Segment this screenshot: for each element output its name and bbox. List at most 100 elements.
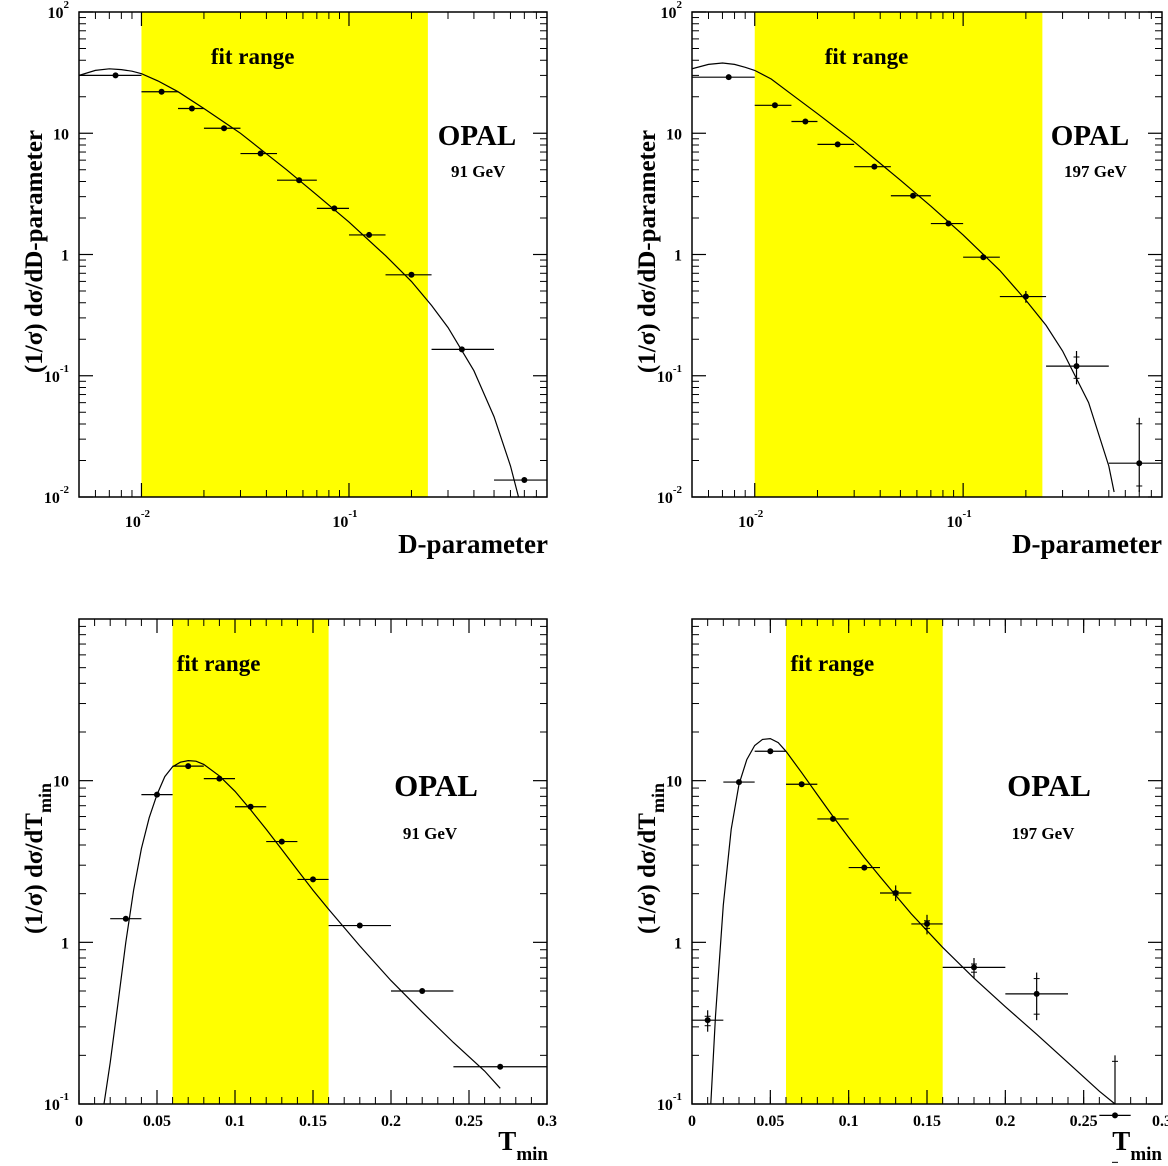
- data-point: [911, 914, 943, 935]
- data-marker: [1033, 990, 1040, 997]
- x-tick-exponent: -2: [141, 508, 151, 520]
- y-axis-title: (1/σ) dσ/dD-parameter: [21, 130, 48, 373]
- fit-curve: [692, 62, 1115, 493]
- data-marker: [945, 220, 952, 227]
- fit-range-label: fit range: [790, 651, 874, 676]
- data-marker: [892, 889, 899, 896]
- data-point: [391, 987, 454, 994]
- fit-curve: [103, 759, 501, 1104]
- data-marker: [216, 775, 223, 782]
- y-axis-title-sub: min: [648, 783, 668, 813]
- data-point: [1108, 417, 1162, 492]
- y-tick-base: 10: [657, 1097, 673, 1114]
- data-point: [328, 922, 391, 929]
- data-marker: [830, 815, 836, 822]
- y-tick-label: 10-1: [657, 363, 682, 386]
- minor-ticks: [691, 12, 1163, 497]
- data-point: [848, 864, 880, 871]
- x-tick-exponent: -2: [754, 508, 764, 520]
- y-tick-base: 10: [53, 774, 69, 791]
- data-marker: [798, 781, 805, 788]
- x-axis-title-sub: min: [1130, 1144, 1162, 1165]
- y-axis-title: (1/σ) dσ/dTmin: [21, 783, 55, 934]
- minor-ticks: [78, 12, 548, 497]
- data-point: [1099, 1055, 1131, 1163]
- data-marker: [980, 254, 987, 261]
- data-point: [942, 958, 1006, 979]
- data-point: [890, 192, 931, 199]
- x-tick-label: 0.3: [537, 1113, 557, 1130]
- data-marker: [366, 231, 373, 238]
- data-marker: [971, 964, 977, 971]
- x-tick-label: 10-2: [125, 508, 151, 531]
- x-axis-title-main: D-parameter: [398, 529, 548, 559]
- data-point: [494, 477, 547, 484]
- y-tick-label: 1: [674, 248, 682, 265]
- data-point: [791, 118, 818, 125]
- y-tick-exponent: -1: [60, 1091, 69, 1103]
- y-tick-label: 10: [666, 774, 682, 791]
- data-marker: [771, 102, 778, 109]
- data-point: [453, 1063, 547, 1070]
- fit-range-label: fit range: [177, 651, 261, 676]
- data-point: [723, 779, 755, 786]
- data-point: [110, 915, 142, 922]
- data-marker: [497, 1063, 504, 1070]
- data-marker: [122, 915, 129, 922]
- data-marker: [736, 779, 742, 786]
- x-axis-title-main: T: [1112, 1126, 1130, 1156]
- x-tick-label: 0.05: [143, 1113, 171, 1130]
- data-point: [348, 231, 386, 238]
- x-tick-label: 0.25: [455, 1113, 483, 1130]
- data-marker: [154, 791, 160, 798]
- x-axis-title: D-parameter: [1012, 529, 1162, 559]
- x-tick-label: 10-1: [947, 508, 972, 531]
- data-point: [692, 74, 755, 81]
- data-point: [385, 271, 432, 278]
- data-point: [79, 72, 142, 79]
- data-marker: [924, 920, 930, 927]
- fit-curve: [79, 68, 520, 497]
- data-point: [431, 346, 495, 353]
- y-tick-label: 102: [48, 0, 70, 22]
- data-marker: [1022, 293, 1029, 300]
- x-axis-title: D-parameter: [398, 529, 548, 559]
- data-point: [817, 141, 855, 148]
- data-point: [178, 105, 204, 112]
- y-axis-title: (1/σ) dσ/dTmin: [634, 783, 668, 934]
- fit-range-band: [754, 12, 1043, 497]
- data-point: [316, 205, 349, 212]
- x-tick-label: 0.15: [299, 1113, 327, 1130]
- data-marker: [296, 177, 303, 184]
- y-tick-label: 102: [661, 0, 683, 22]
- y-axis-title-sub: min: [35, 783, 55, 813]
- data-marker: [188, 105, 195, 112]
- data-marker: [521, 477, 528, 484]
- data-marker: [458, 346, 465, 353]
- x-tick-base: 10: [947, 514, 963, 531]
- data-marker: [419, 987, 426, 994]
- y-tick-label: 1: [61, 935, 69, 952]
- fit-range-label: fit range: [825, 44, 909, 69]
- data-marker: [185, 763, 192, 770]
- data-point: [235, 803, 267, 810]
- y-tick-base: 10: [44, 369, 60, 386]
- data-point: [854, 163, 891, 170]
- x-axis-title-sub: min: [516, 1144, 548, 1165]
- y-tick-base: 10: [666, 126, 682, 143]
- y-tick-exponent: -1: [60, 363, 69, 375]
- data-marker: [861, 864, 868, 871]
- x-tick-label: 0.3: [1152, 1113, 1168, 1130]
- data-marker: [247, 803, 254, 810]
- data-point: [817, 815, 849, 822]
- data-marker: [834, 141, 841, 148]
- data-marker: [1073, 363, 1080, 370]
- minor-ticks: [691, 619, 1163, 1104]
- data-point: [692, 1010, 724, 1032]
- x-axis-title: Tmin: [1112, 1126, 1162, 1165]
- fit-range-label: fit range: [211, 44, 295, 69]
- data-point: [963, 254, 1000, 261]
- x-tick-base: 10: [125, 514, 141, 531]
- data-marker: [767, 748, 774, 755]
- x-axis-title-main: D-parameter: [1012, 529, 1162, 559]
